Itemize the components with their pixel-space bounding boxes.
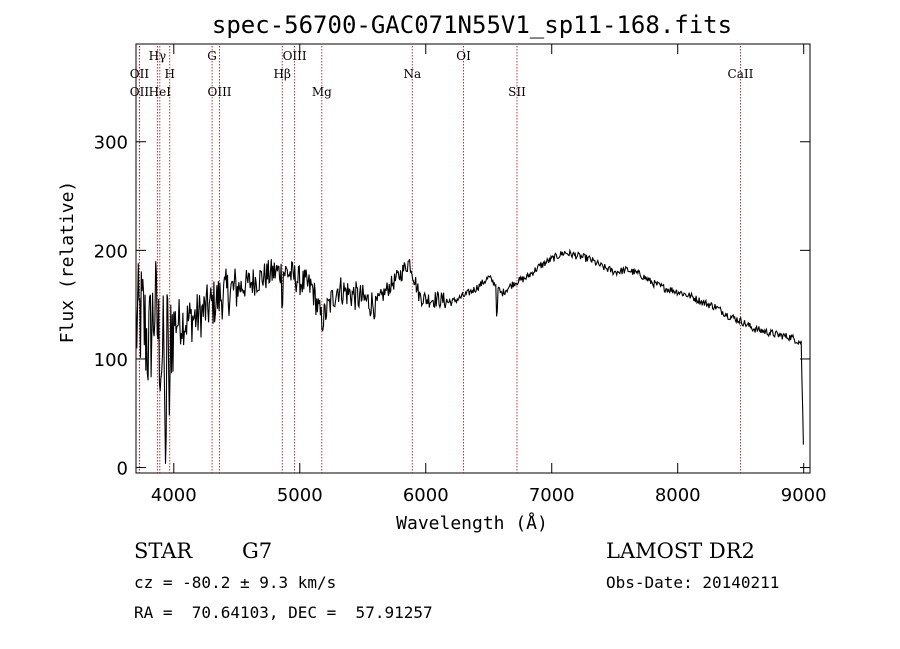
line-label: G [207, 49, 217, 63]
x-tick-label: 8000 [655, 485, 701, 506]
survey-name: LAMOST DR2 [606, 539, 755, 563]
y-tick-label: 300 [94, 133, 128, 154]
x-tick-label: 9000 [781, 485, 827, 506]
line-label: CaII [728, 67, 754, 81]
x-tick-label: 4000 [151, 485, 197, 506]
line-label: Hγ [149, 49, 167, 63]
x-tick-label: 7000 [529, 485, 575, 506]
line-label: OI [456, 49, 471, 63]
y-axis-ticks: 0 100 200 300 [94, 133, 810, 480]
line-label: SII [508, 85, 526, 99]
obs-date: Obs-Date: 20140211 [606, 573, 779, 592]
x-tick-label: 5000 [277, 485, 323, 506]
y-tick-label: 100 [94, 350, 128, 371]
line-label: Hβ [274, 67, 291, 81]
x-tick-label: 6000 [403, 485, 449, 506]
subclass: G7 [242, 539, 272, 563]
line-label: HeI [149, 85, 172, 99]
line-label: OII [130, 67, 150, 81]
line-label: OII [130, 85, 150, 99]
line-label: Mg [312, 85, 332, 99]
line-label: OIII [207, 85, 231, 99]
y-tick-label: 0 [117, 459, 128, 480]
coordinates: RA = 70.64103, DEC = 57.91257 [134, 603, 433, 622]
object-class: STAR [134, 539, 193, 563]
line-label: Na [403, 67, 421, 81]
spectral-line-markers [138, 46, 741, 473]
redshift-text: cz = -80.2 ± 9.3 km/s [134, 573, 336, 592]
y-tick-label: 200 [94, 241, 128, 262]
line-label: OIII [283, 49, 307, 63]
chart-title: spec-56700-GAC071N55V1_sp11-168.fits [212, 11, 732, 39]
spectrum-series [135, 248, 804, 464]
y-axis-label: Flux (relative) [57, 181, 78, 344]
x-axis-label: Wavelength (Å) [396, 512, 548, 534]
line-label: H [165, 67, 175, 81]
x-axis-ticks: 4000 5000 6000 7000 8000 9000 [151, 44, 827, 506]
plot-frame [135, 43, 811, 474]
